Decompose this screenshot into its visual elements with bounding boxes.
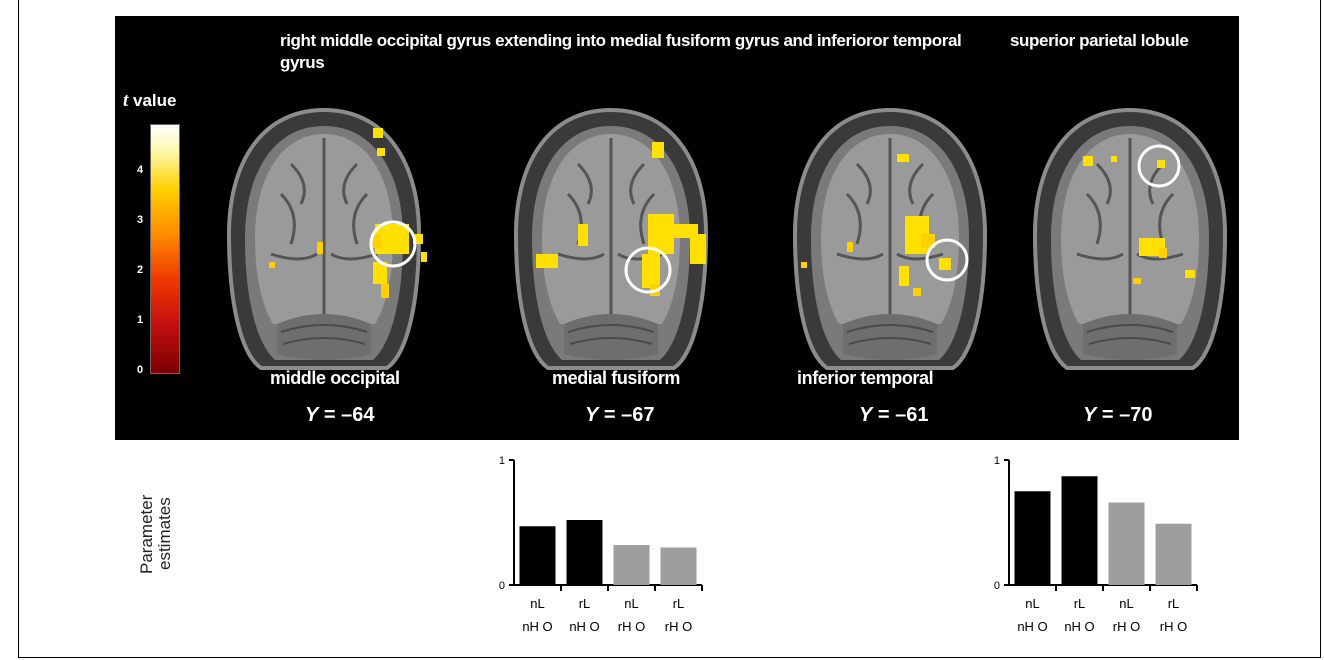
y-axis-label: Parameter estimates bbox=[138, 494, 174, 574]
x-tick-label: rH O bbox=[618, 619, 645, 634]
colorbar bbox=[150, 124, 180, 374]
coord-axis: Y bbox=[859, 404, 873, 426]
title-right: superior parietal lobule bbox=[1010, 31, 1189, 50]
bar bbox=[519, 526, 556, 585]
x-tick-label: nL bbox=[530, 596, 544, 611]
colorbar-tick: 4 bbox=[137, 164, 144, 176]
coord-axis: Y bbox=[305, 404, 319, 426]
coord-axis: Y bbox=[585, 404, 599, 426]
brain-image-panel: right middle occipital gyrus extending i… bbox=[115, 16, 1239, 440]
y-tick-label: 0 bbox=[499, 580, 505, 592]
x-tick-label: nL bbox=[1119, 596, 1133, 611]
coord-axis: Y bbox=[1083, 404, 1097, 426]
x-tick-label: nH O bbox=[569, 619, 599, 634]
region-label-1: middle occipital bbox=[270, 368, 400, 388]
colorbar-tick: 2 bbox=[137, 264, 144, 276]
bar-chart-left: 0 1 nL nH O rL nH O nL rH O rL rH O bbox=[499, 455, 703, 634]
colorbar-tick: 3 bbox=[137, 214, 144, 226]
brain-slice-1 bbox=[226, 107, 427, 370]
x-tick-label: rL bbox=[1168, 596, 1180, 611]
x-tick-label: nH O bbox=[522, 619, 552, 634]
coord-value: = –70 bbox=[1096, 404, 1153, 426]
bar bbox=[1155, 523, 1192, 585]
bar bbox=[613, 545, 650, 585]
coord-value: = –67 bbox=[598, 404, 655, 426]
region-label-3: inferior temporal bbox=[797, 368, 934, 388]
figure-frame bbox=[18, 0, 1321, 658]
x-tick-label: nH O bbox=[1017, 619, 1047, 634]
coordinate-label-1: Y = –64 bbox=[305, 404, 375, 427]
region-label-2: medial fusiform bbox=[552, 368, 681, 388]
x-tick-label: rL bbox=[579, 596, 591, 611]
brain-slice-4 bbox=[1032, 107, 1228, 370]
x-tick-label: nL bbox=[1025, 596, 1039, 611]
bar bbox=[1014, 491, 1051, 585]
colorbar-label-value: value bbox=[133, 91, 177, 110]
brain-slice-2 bbox=[513, 107, 709, 370]
x-tick-label: nH O bbox=[1064, 619, 1094, 634]
colorbar-label-t: t bbox=[123, 90, 129, 111]
coord-value: = –61 bbox=[872, 404, 929, 426]
bar bbox=[566, 520, 603, 585]
coordinate-label-3: Y = –61 bbox=[859, 404, 929, 427]
bar bbox=[1061, 476, 1098, 585]
y-tick-label: 0 bbox=[994, 580, 1000, 592]
x-tick-label: rH O bbox=[665, 619, 692, 634]
y-axis-label-line-2: estimates bbox=[155, 497, 174, 570]
x-tick-label: nL bbox=[624, 596, 638, 611]
bar-chart-right: 0 1 nL nH O rL nH O nL rH O rL rH O bbox=[994, 455, 1198, 634]
brain-slice-3 bbox=[792, 107, 988, 370]
bar bbox=[1108, 502, 1145, 585]
x-tick-label: rL bbox=[1074, 596, 1086, 611]
x-tick-label: rL bbox=[673, 596, 685, 611]
colorbar-tick: 0 bbox=[137, 364, 144, 376]
bar bbox=[660, 547, 697, 585]
colorbar-tick: 1 bbox=[137, 314, 144, 326]
colorbar-label: t value bbox=[123, 90, 177, 112]
coordinate-label-2: Y = –67 bbox=[585, 404, 655, 427]
title-left: right middle occipital gyrus extending i… bbox=[280, 31, 962, 72]
y-tick-label: 1 bbox=[499, 455, 505, 467]
y-tick-label: 1 bbox=[994, 455, 1000, 467]
coord-value: = –64 bbox=[318, 404, 375, 426]
coordinate-label-4: Y = –70 bbox=[1083, 404, 1153, 427]
x-tick-label: rH O bbox=[1160, 619, 1187, 634]
x-tick-label: rH O bbox=[1113, 619, 1140, 634]
y-axis-label-line-1: Parameter bbox=[138, 494, 156, 574]
